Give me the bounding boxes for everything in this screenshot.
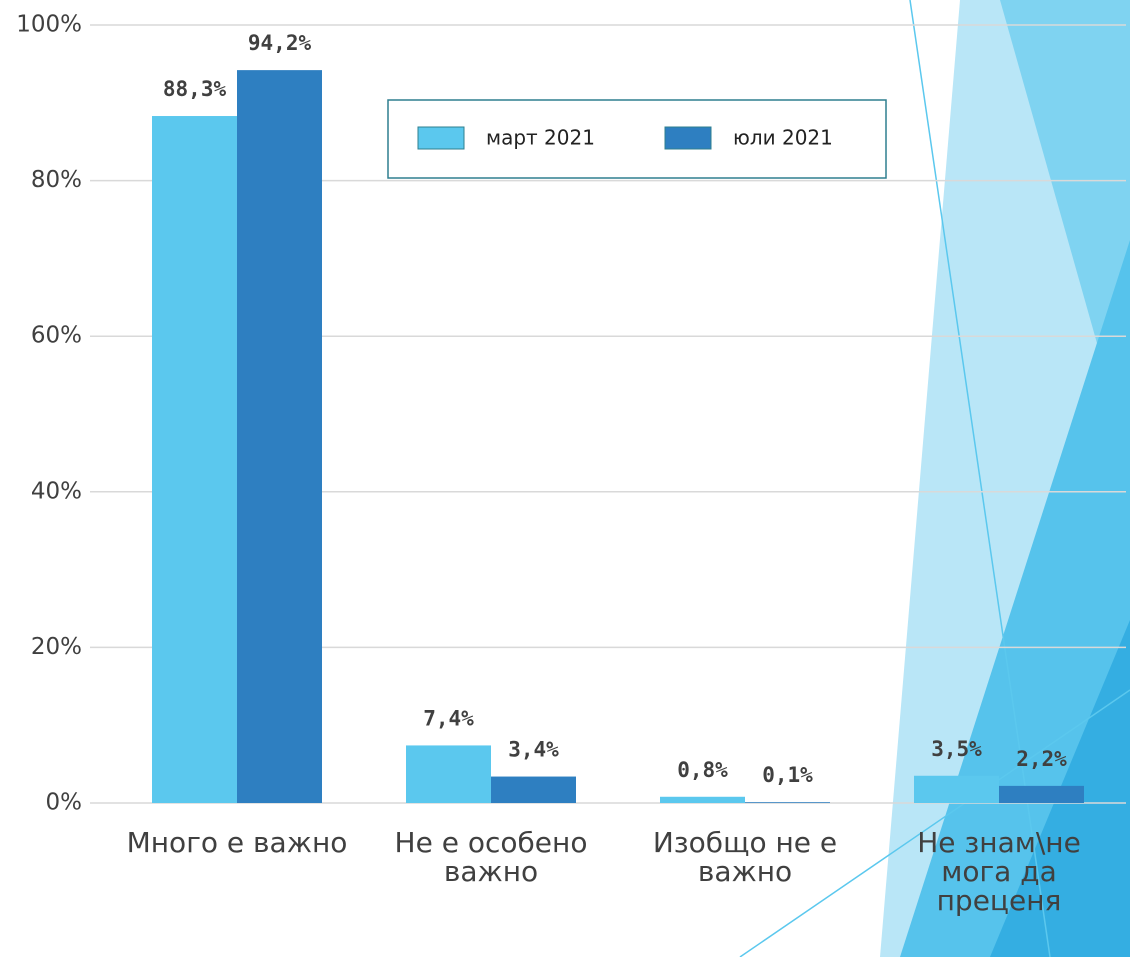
y-tick-label: 80% bbox=[31, 167, 82, 193]
bar bbox=[406, 745, 491, 803]
x-tick-label: Много е важно bbox=[126, 826, 348, 859]
value-label: 2,2% bbox=[1016, 747, 1067, 771]
bar bbox=[999, 785, 1084, 803]
legend-label: март 2021 bbox=[486, 126, 595, 150]
value-label: 3,4% bbox=[508, 738, 559, 762]
bar bbox=[914, 775, 999, 803]
bar bbox=[660, 796, 745, 803]
x-tick-label: Не знам\не мога да преценя bbox=[917, 826, 1081, 917]
legend-swatch bbox=[664, 126, 712, 150]
bars: 88,3% 94,2% 7,4% 3,4% 0,8% 0,1% 3,5% 2,2% bbox=[152, 31, 1084, 803]
y-tick-label: 60% bbox=[31, 323, 82, 349]
value-label: 94,2% bbox=[248, 31, 312, 55]
y-tick-label: 20% bbox=[31, 634, 82, 660]
bar bbox=[745, 802, 830, 803]
bar bbox=[152, 116, 237, 803]
y-tick-label: 100% bbox=[16, 12, 82, 38]
legend: март 2021 юли 2021 bbox=[417, 126, 833, 150]
value-label: 3,5% bbox=[931, 737, 982, 761]
y-tick-label: 40% bbox=[31, 478, 82, 504]
decor-line bbox=[739, 689, 1130, 957]
legend-swatch bbox=[417, 126, 465, 150]
y-tick-label: 0% bbox=[46, 790, 83, 816]
x-tick-label: Изобщо не е важно bbox=[652, 826, 838, 888]
bar bbox=[237, 70, 322, 803]
x-tick-label: Не е особено важно bbox=[394, 826, 588, 888]
value-label: 0,8% bbox=[677, 758, 728, 782]
value-label: 7,4% bbox=[423, 706, 474, 730]
legend-label: юли 2021 bbox=[733, 126, 833, 150]
legend-box bbox=[387, 99, 887, 179]
value-label: 0,1% bbox=[762, 763, 813, 787]
value-label: 88,3% bbox=[163, 77, 227, 101]
bar bbox=[491, 776, 576, 803]
